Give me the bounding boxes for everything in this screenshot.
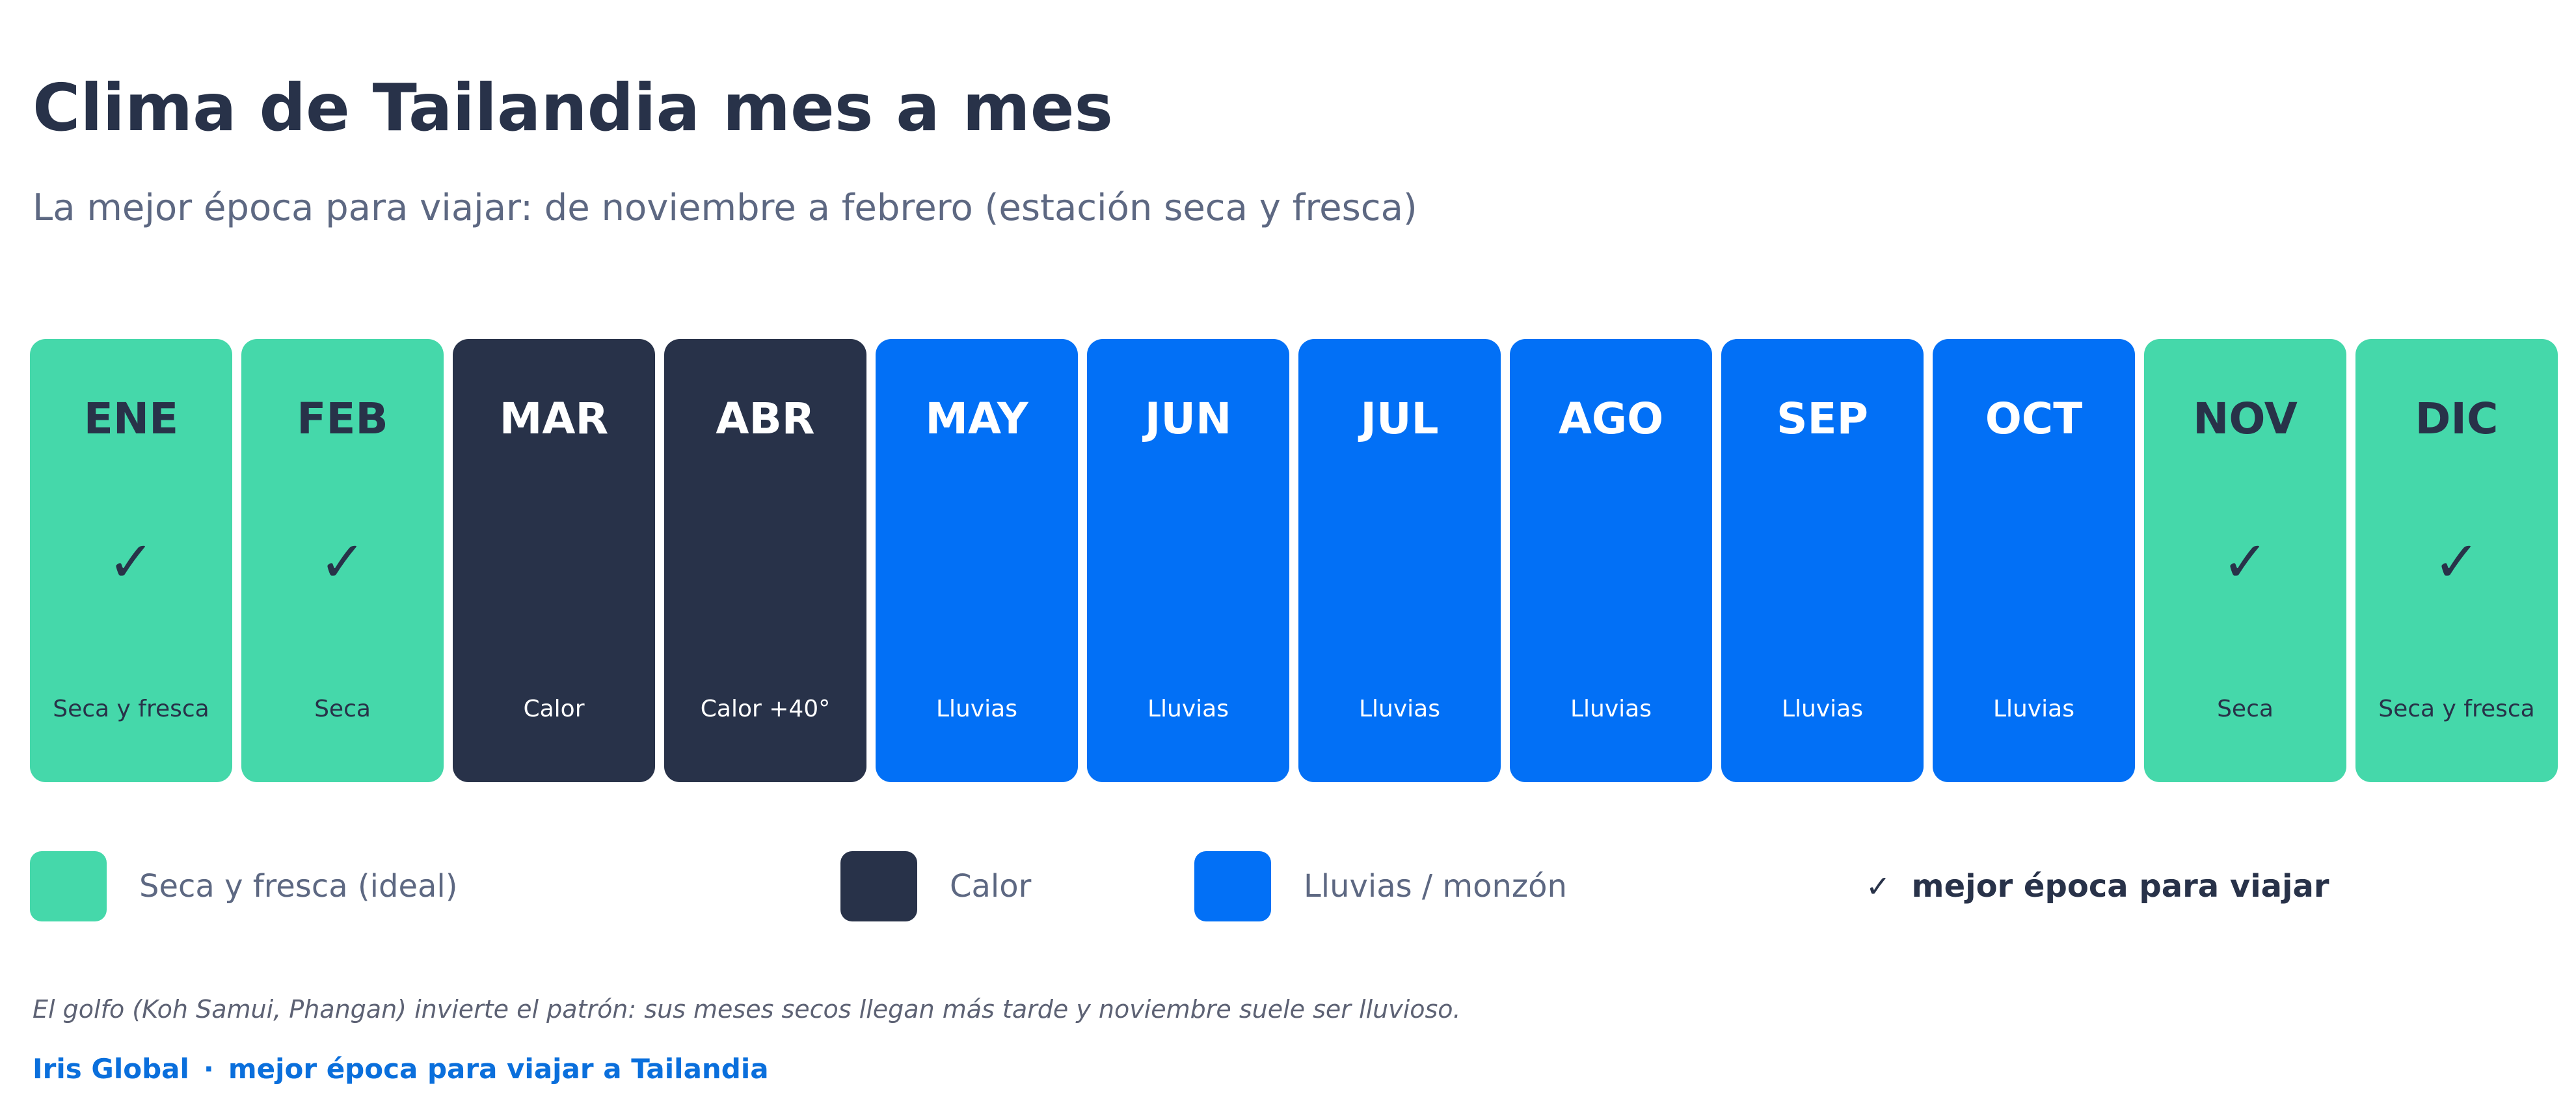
check-icon: ✓ xyxy=(1866,869,1891,904)
check-icon: ✓ xyxy=(107,530,155,595)
legend-label-best: mejor época para viajar xyxy=(1911,868,2329,905)
month-climate-label: Seca xyxy=(2217,696,2274,722)
legend-swatch-dry xyxy=(30,851,107,921)
month-grid: ENE ✓ Seca y fresca FEB ✓ Seca MAR Calor ABR Calo… xyxy=(30,339,2558,782)
check-icon: ✓ xyxy=(2433,530,2480,595)
footer-link[interactable]: mejor época para viajar a Tailandia xyxy=(228,1053,769,1085)
page-title: Clima de Tailandia mes a mes xyxy=(33,70,1114,146)
footnote: El golfo (Koh Samui, Phangan) invierte e… xyxy=(33,995,1461,1024)
month-climate-label: Lluvias xyxy=(1782,696,1863,722)
legend-label-hot: Calor xyxy=(950,868,1032,905)
brand-name: Iris Global xyxy=(33,1053,189,1085)
month-climate-label: Seca xyxy=(314,696,371,722)
month-card-sep: SEP Lluvias xyxy=(1721,339,1924,782)
month-climate-label: Lluvias xyxy=(1147,696,1229,722)
check-icon: ✓ xyxy=(319,530,366,595)
footer-separator: · xyxy=(203,1053,214,1085)
month-card-abr: ABR Calor +40° xyxy=(664,339,866,782)
legend-item-dry: Seca y fresca (ideal) xyxy=(30,851,457,922)
month-climate-label: Lluvias xyxy=(1359,696,1440,722)
month-name: ENE xyxy=(83,394,179,444)
legend-label-dry: Seca y fresca (ideal) xyxy=(139,868,458,905)
month-climate-label: Lluvias xyxy=(1993,696,2074,722)
month-climate-label: Calor xyxy=(523,696,585,722)
month-card-mar: MAR Calor xyxy=(453,339,655,782)
month-card-may: MAY Lluvias xyxy=(876,339,1078,782)
month-name: JUN xyxy=(1144,394,1232,444)
month-card-oct: OCT Lluvias xyxy=(1933,339,2135,782)
month-card-feb: FEB ✓ Seca xyxy=(241,339,444,782)
legend-item-hot: Calor xyxy=(840,851,1031,922)
month-card-ene: ENE ✓ Seca y fresca xyxy=(30,339,232,782)
month-card-jul: JUL Lluvias xyxy=(1298,339,1501,782)
month-name: JUL xyxy=(1360,394,1439,444)
month-name: DIC xyxy=(2415,394,2499,444)
month-card-jun: JUN Lluvias xyxy=(1087,339,1289,782)
month-card-nov: NOV ✓ Seca xyxy=(2144,339,2346,782)
month-card-dic: DIC ✓ Seca y fresca xyxy=(2355,339,2558,782)
legend-swatch-rain xyxy=(1194,851,1271,921)
footer: Iris Global · mejor época para viajar a Ta… xyxy=(33,1055,769,1083)
month-name: MAR xyxy=(499,394,609,444)
month-name: AGO xyxy=(1558,394,1664,444)
month-name: FEB xyxy=(297,394,388,444)
month-climate-label: Lluvias xyxy=(1570,696,1652,722)
legend-label-rain: Lluvias / monzón xyxy=(1304,868,1567,905)
legend-item-best: ✓ mejor época para viajar xyxy=(1866,851,2329,922)
month-climate-label: Seca y fresca xyxy=(2378,696,2535,722)
check-icon: ✓ xyxy=(2221,530,2269,595)
month-card-ago: AGO Lluvias xyxy=(1510,339,1712,782)
month-name: OCT xyxy=(1985,394,2083,444)
page-subtitle: La mejor época para viajar: de noviembre… xyxy=(33,187,1417,229)
legend: Seca y fresca (ideal) Calor Lluvias / mo… xyxy=(30,851,2554,922)
legend-item-rain: Lluvias / monzón xyxy=(1194,851,1567,922)
legend-swatch-hot xyxy=(840,851,917,921)
month-name: ABR xyxy=(716,394,815,444)
month-climate-label: Calor +40° xyxy=(700,696,831,722)
month-climate-label: Lluvias xyxy=(936,696,1017,722)
month-name: MAY xyxy=(925,394,1028,444)
month-name: SEP xyxy=(1777,394,1868,444)
month-name: NOV xyxy=(2193,394,2298,444)
month-climate-label: Seca y fresca xyxy=(53,696,209,722)
